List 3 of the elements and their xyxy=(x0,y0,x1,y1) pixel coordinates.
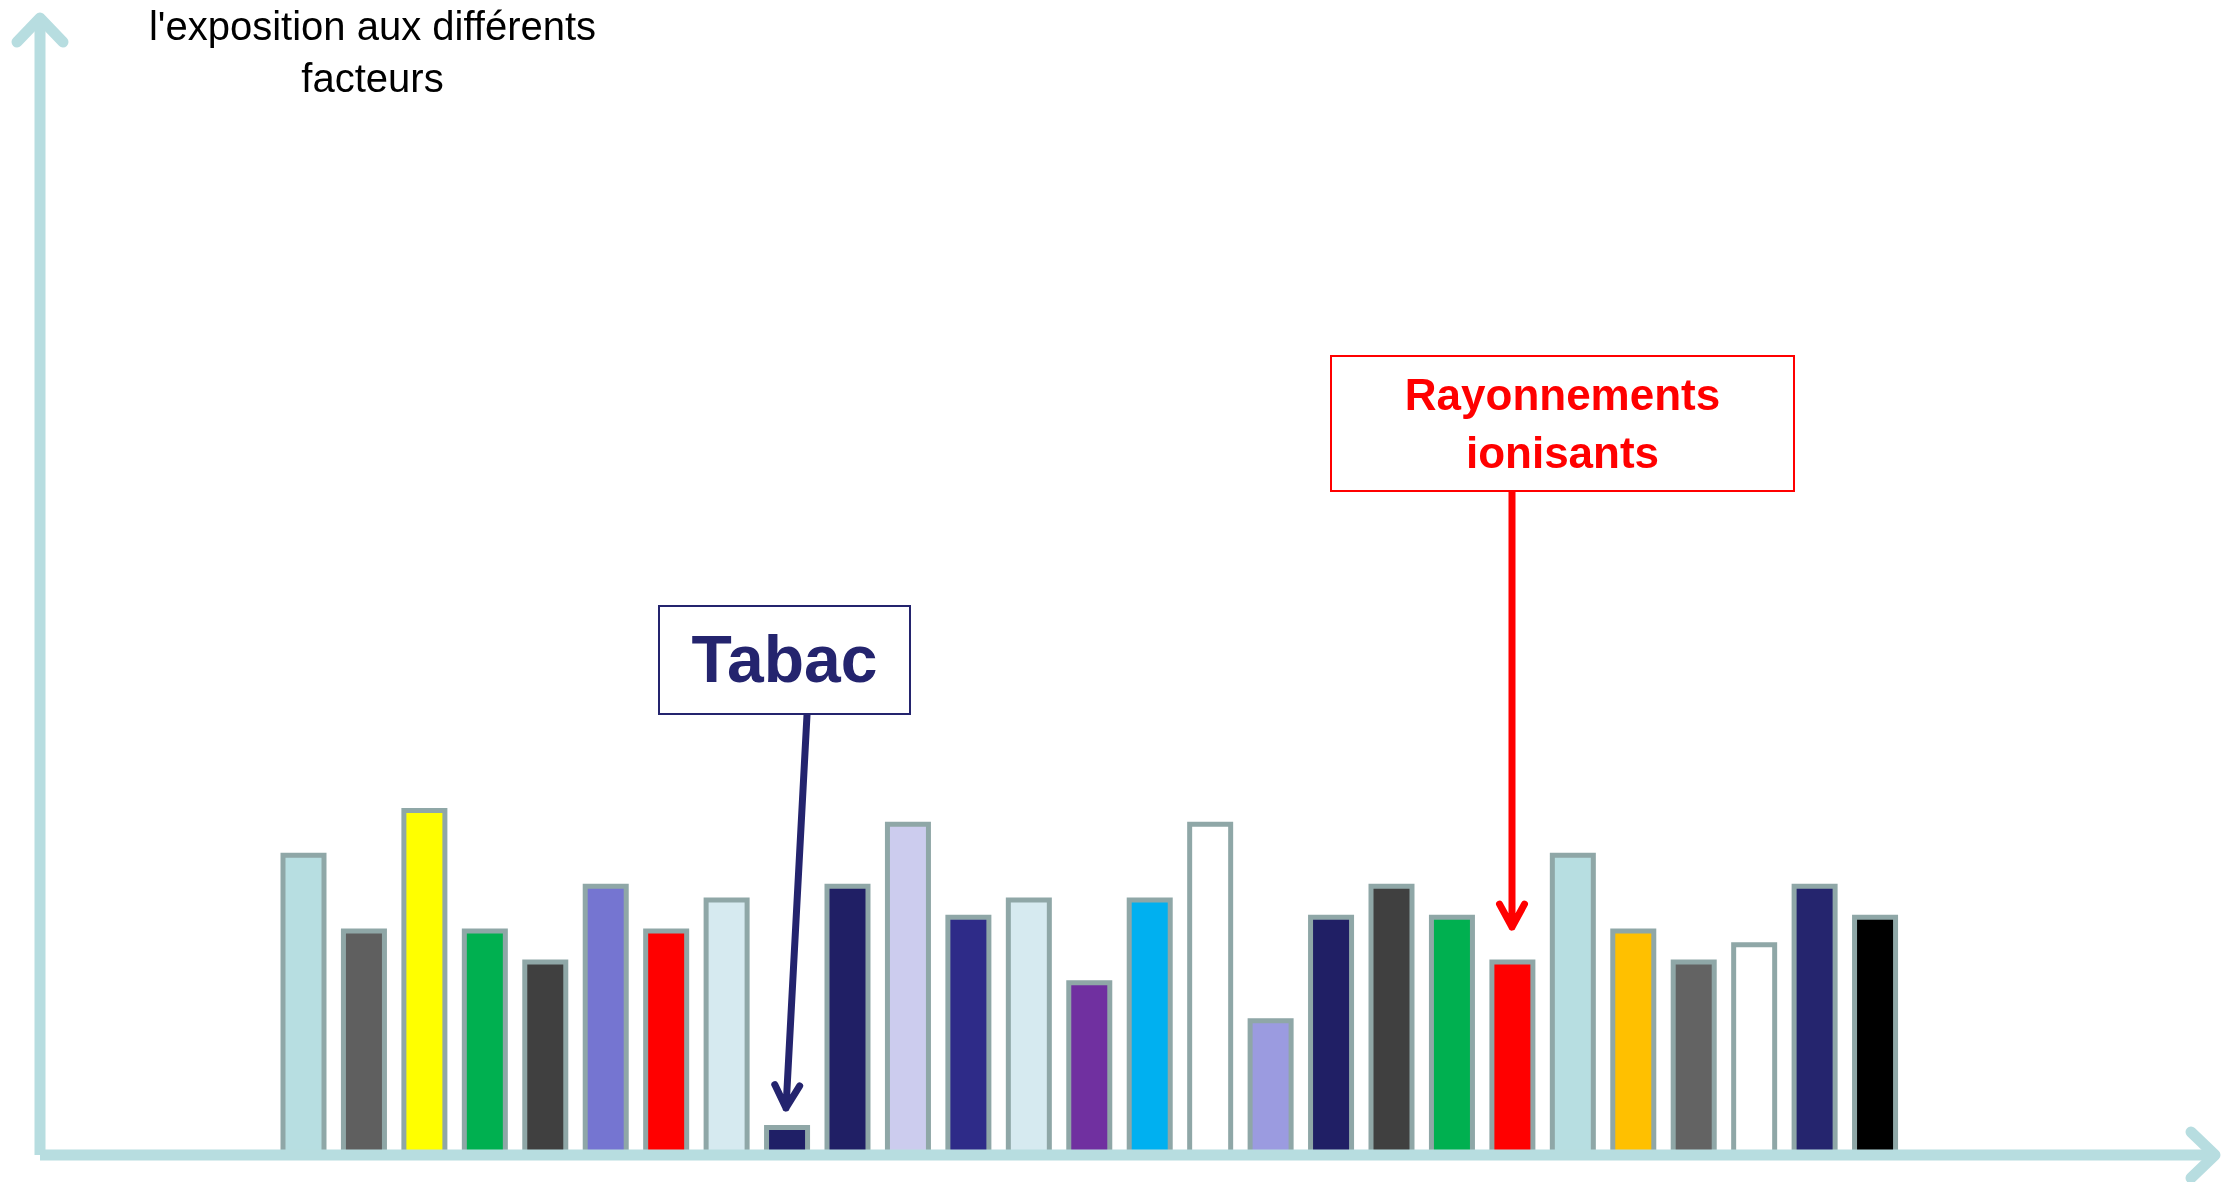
text: Rayonnements ionisants xyxy=(1403,369,1722,479)
text: Tabac xyxy=(691,621,878,699)
text: l'exposition aux différents facteurs xyxy=(147,3,598,102)
